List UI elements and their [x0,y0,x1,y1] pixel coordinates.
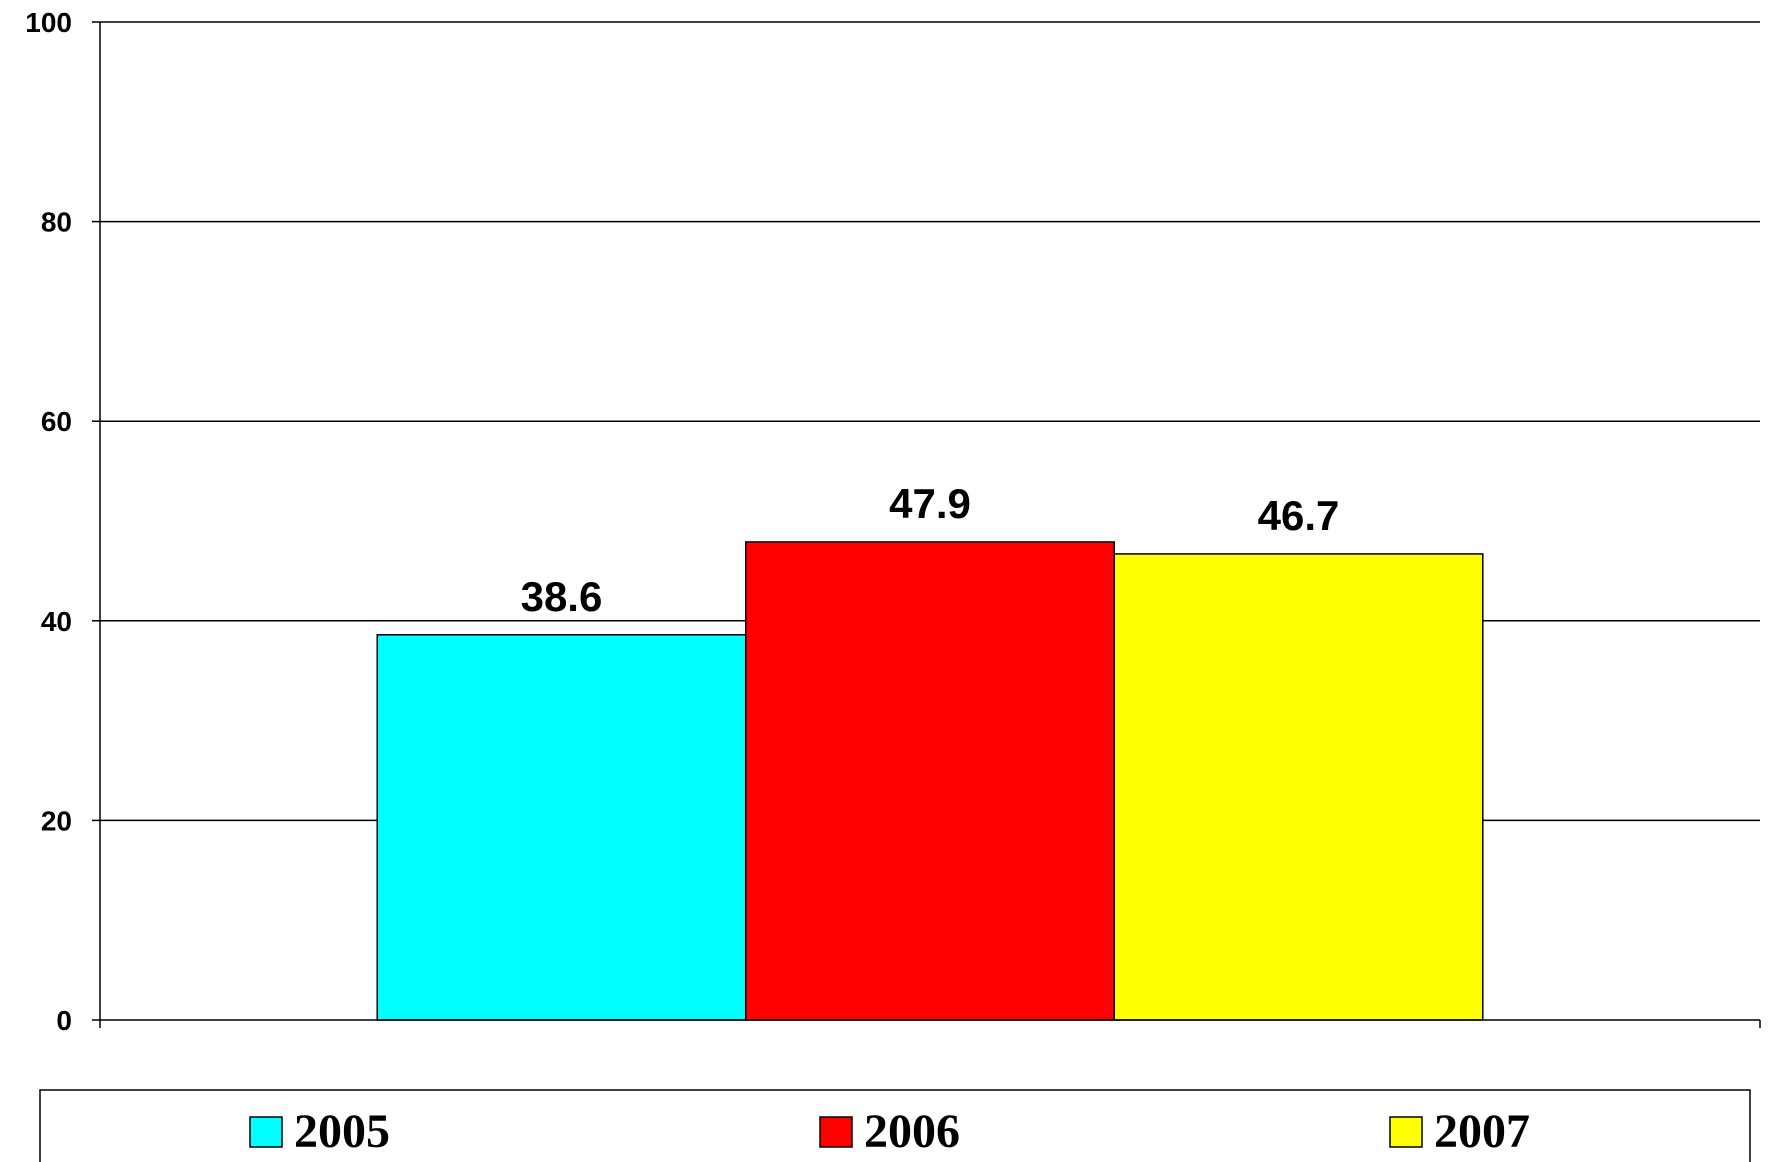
legend: 2005 2006 2007 [39,1089,1751,1162]
legend-label-2005: 2005 [294,1105,390,1158]
data-label-2007: 46.7 [1258,492,1340,539]
legend-box [39,1089,1751,1162]
axes: 0 20 40 60 80 100 [25,7,1761,1036]
data-label-2005: 38.6 [521,573,603,620]
bar-2005 [376,634,747,1021]
legend-swatch-2006 [819,1116,853,1148]
y-tick-label: 40 [41,606,72,637]
y-tick-label: 20 [41,805,72,836]
bars [376,541,1484,1021]
data-label-2006: 47.9 [889,480,971,527]
bar-2006 [744,541,1116,1021]
legend-swatch-2007 [1389,1116,1423,1148]
y-tick-label: 60 [41,406,72,437]
bar-2007 [1113,553,1484,1021]
y-tick-label: 100 [25,7,72,38]
legend-swatch-2005 [249,1116,283,1148]
y-tick-label: 0 [56,1005,72,1036]
data-labels: 38.6 47.9 46.7 [521,480,1340,620]
legend-label-2006: 2006 [864,1105,960,1158]
legend-label-2007: 2007 [1434,1105,1530,1158]
y-tick-label: 80 [41,207,72,238]
